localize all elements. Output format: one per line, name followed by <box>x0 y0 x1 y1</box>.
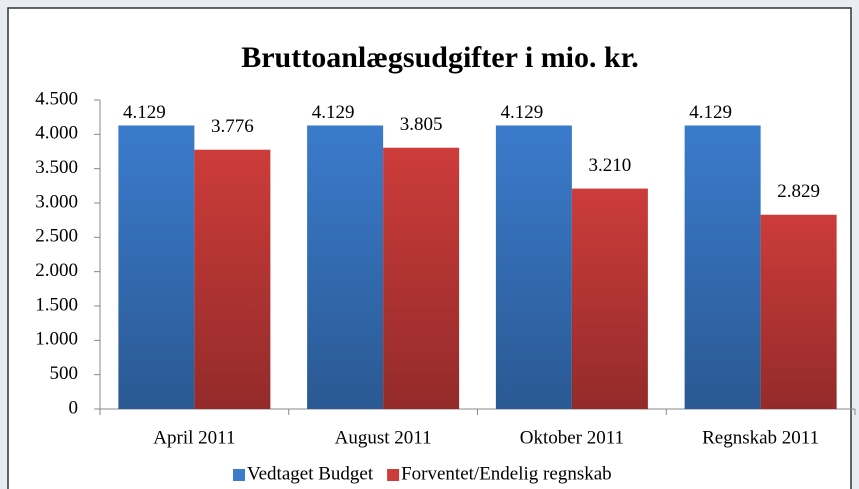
y-tick-label: 4.000 <box>35 123 78 144</box>
y-tick-label: 3.000 <box>35 191 78 212</box>
y-tick-label: 1.000 <box>35 329 78 350</box>
bar <box>194 149 271 409</box>
y-tick-label: 4.500 <box>35 88 78 109</box>
y-tick-label: 500 <box>50 363 79 384</box>
x-tick-label: April 2011 <box>153 427 235 448</box>
bar <box>684 125 761 409</box>
data-label: 4.129 <box>689 102 732 123</box>
bar <box>495 125 572 409</box>
bar <box>383 147 460 409</box>
data-label: 4.129 <box>123 102 166 123</box>
bar <box>571 188 648 409</box>
y-tick-label: 3.500 <box>35 157 78 178</box>
data-label: 3.210 <box>589 155 632 176</box>
y-tick-label: 1.500 <box>35 294 78 315</box>
bar <box>760 214 837 409</box>
legend-swatch <box>387 469 400 481</box>
data-label: 3.805 <box>400 114 443 135</box>
chart-title: Bruttoanlægsudgifter i mio. kr. <box>241 41 639 74</box>
legend-label: Forventet/Endelig regnskab <box>401 463 612 484</box>
x-tick-label: Oktober 2011 <box>520 427 624 448</box>
legend-swatch <box>233 469 245 481</box>
data-label: 4.129 <box>312 102 355 123</box>
y-tick-label: 0 <box>69 397 79 418</box>
legend-label: Vedtaget Budget <box>247 463 374 484</box>
bar <box>307 125 384 409</box>
data-label: 4.129 <box>501 102 544 123</box>
y-tick-label: 2.500 <box>35 226 78 247</box>
bar <box>118 125 195 409</box>
data-label: 3.776 <box>211 116 254 137</box>
y-tick-label: 2.000 <box>35 260 78 281</box>
x-tick-label: August 2011 <box>335 427 432 448</box>
data-label: 2.829 <box>777 181 820 202</box>
x-tick-label: Regnskab 2011 <box>702 427 819 448</box>
